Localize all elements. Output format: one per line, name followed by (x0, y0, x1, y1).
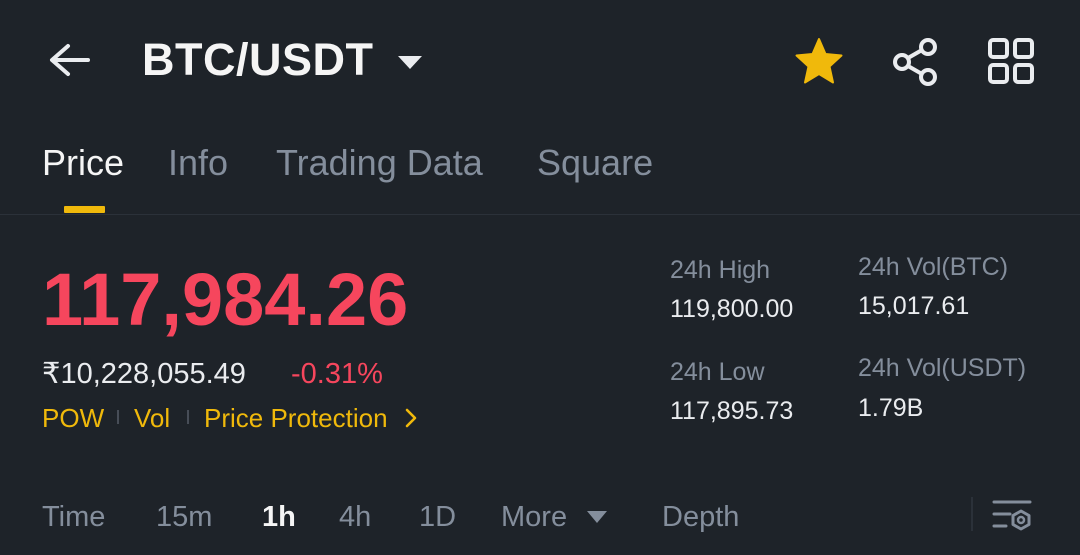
share-icon (893, 38, 937, 86)
tab-trading-data[interactable]: Trading Data (276, 142, 483, 183)
share-button[interactable] (890, 36, 942, 88)
active-tab-indicator (64, 206, 105, 213)
interval-more-caret[interactable] (586, 510, 608, 524)
chevron-right-icon (405, 408, 417, 428)
interval-bar-divider (971, 497, 973, 531)
stat-24h-low-label: 24h Low (670, 358, 765, 386)
interval-more[interactable]: More (501, 501, 568, 533)
arrow-left-icon (50, 44, 90, 76)
pair-selector-caret[interactable] (396, 52, 424, 72)
tab-info[interactable]: Info (168, 142, 229, 183)
header-divider (0, 214, 1080, 215)
caret-down-icon (398, 56, 422, 69)
stat-24h-vol-btc-value: 15,017.61 (858, 292, 970, 320)
stat-24h-vol-btc-label: 24h Vol(BTC) (858, 253, 1009, 281)
tab-square[interactable]: Square (537, 142, 654, 183)
tab-price[interactable]: Price (42, 142, 125, 183)
last-price: 117,984.26 (42, 258, 409, 341)
interval-time[interactable]: Time (42, 501, 106, 533)
interval-depth[interactable]: Depth (662, 501, 740, 533)
tag-price-protection[interactable]: Price Protection (204, 403, 388, 433)
stat-24h-low-value: 117,895.73 (670, 397, 794, 425)
stat-24h-vol-usdt-label: 24h Vol(USDT) (858, 354, 1027, 382)
interval-1h[interactable]: 1h (262, 501, 296, 533)
tag-pow[interactable]: POW (42, 403, 105, 433)
interval-15m[interactable]: 15m (156, 501, 213, 533)
fiat-price: ₹10,228,055.49 (42, 358, 246, 390)
price-change-percent: -0.31% (291, 358, 383, 390)
stat-24h-high-label: 24h High (670, 256, 771, 284)
tag-separator (117, 410, 119, 424)
star-icon (795, 38, 843, 84)
grid-icon (988, 38, 1034, 84)
back-button[interactable] (40, 34, 96, 90)
pair-title[interactable]: BTC/USDT (142, 34, 374, 85)
stat-24h-high-value: 119,800.00 (670, 295, 794, 323)
interval-1d[interactable]: 1D (419, 501, 457, 533)
interval-4h[interactable]: 4h (339, 501, 372, 533)
tag-vol[interactable]: Vol (134, 403, 171, 433)
favorite-button[interactable] (792, 36, 846, 88)
caret-down-icon (587, 511, 607, 523)
stat-24h-vol-usdt-value: 1.79B (858, 394, 924, 422)
price-protection-chevron[interactable] (404, 408, 418, 428)
chart-settings-button[interactable] (990, 494, 1036, 536)
more-menu-button[interactable] (986, 36, 1038, 88)
chart-settings-icon (992, 500, 1032, 531)
tag-separator (187, 410, 189, 424)
